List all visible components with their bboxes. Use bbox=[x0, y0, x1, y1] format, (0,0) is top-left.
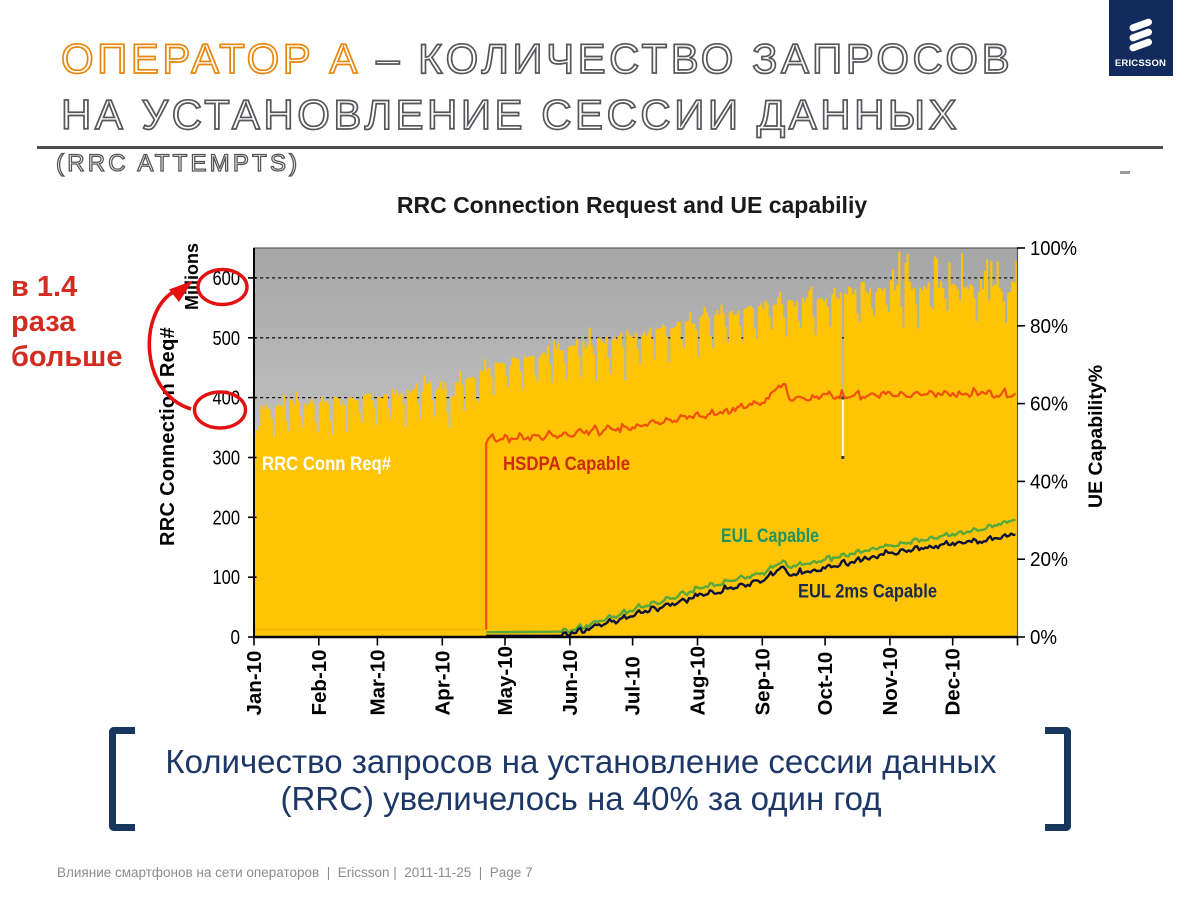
svg-text:600: 600 bbox=[213, 268, 241, 290]
svg-text:раза: раза bbox=[11, 306, 76, 338]
svg-text:Feb-10: Feb-10 bbox=[308, 649, 331, 715]
svg-text:Nov-10: Nov-10 bbox=[879, 647, 902, 715]
svg-text:200: 200 bbox=[213, 507, 241, 529]
svg-text:HSDPA Capable: HSDPA Capable bbox=[503, 454, 630, 475]
svg-text:300: 300 bbox=[213, 448, 241, 470]
svg-text:Millions: Millions bbox=[182, 243, 202, 310]
svg-text:в 1.4: в 1.4 bbox=[11, 271, 77, 303]
svg-text:Jul-10: Jul-10 bbox=[622, 656, 645, 715]
svg-text:Sep-10: Sep-10 bbox=[751, 648, 774, 715]
svg-text:UE Capability%: UE Capability% bbox=[1085, 365, 1107, 508]
svg-text:Jan-10: Jan-10 bbox=[243, 651, 266, 716]
svg-text:80%: 80% bbox=[1030, 316, 1068, 338]
svg-text:May-10: May-10 bbox=[494, 646, 517, 716]
svg-text:Apr-10: Apr-10 bbox=[431, 651, 454, 716]
svg-text:60%: 60% bbox=[1030, 394, 1068, 416]
svg-text:40%: 40% bbox=[1030, 471, 1068, 493]
svg-text:100%: 100% bbox=[1030, 238, 1077, 260]
svg-text:RRC Conn Req#: RRC Conn Req# bbox=[262, 454, 391, 475]
svg-text:Aug-10: Aug-10 bbox=[687, 646, 710, 715]
svg-text:RRC Connection Request and UE: RRC Connection Request and UE capabiliy bbox=[397, 192, 867, 218]
svg-text:EUL 2ms Capable: EUL 2ms Capable bbox=[798, 582, 937, 603]
svg-text:Dec-10: Dec-10 bbox=[942, 648, 965, 715]
svg-text:Oct-10: Oct-10 bbox=[814, 652, 837, 716]
svg-text:500: 500 bbox=[213, 328, 241, 350]
svg-text:Mar-10: Mar-10 bbox=[366, 649, 389, 715]
svg-text:больше: больше bbox=[11, 341, 122, 373]
svg-text:Jun-10: Jun-10 bbox=[559, 649, 582, 715]
svg-text:RRC Connection Req#: RRC Connection Req# bbox=[157, 327, 179, 546]
svg-text:100: 100 bbox=[213, 567, 241, 589]
svg-text:0: 0 bbox=[231, 627, 241, 649]
svg-text:ERICSSON: ERICSSON bbox=[1115, 58, 1166, 69]
svg-text:0%: 0% bbox=[1030, 627, 1057, 649]
svg-text:EUL Capable: EUL Capable bbox=[721, 526, 819, 547]
svg-text:20%: 20% bbox=[1030, 549, 1068, 571]
